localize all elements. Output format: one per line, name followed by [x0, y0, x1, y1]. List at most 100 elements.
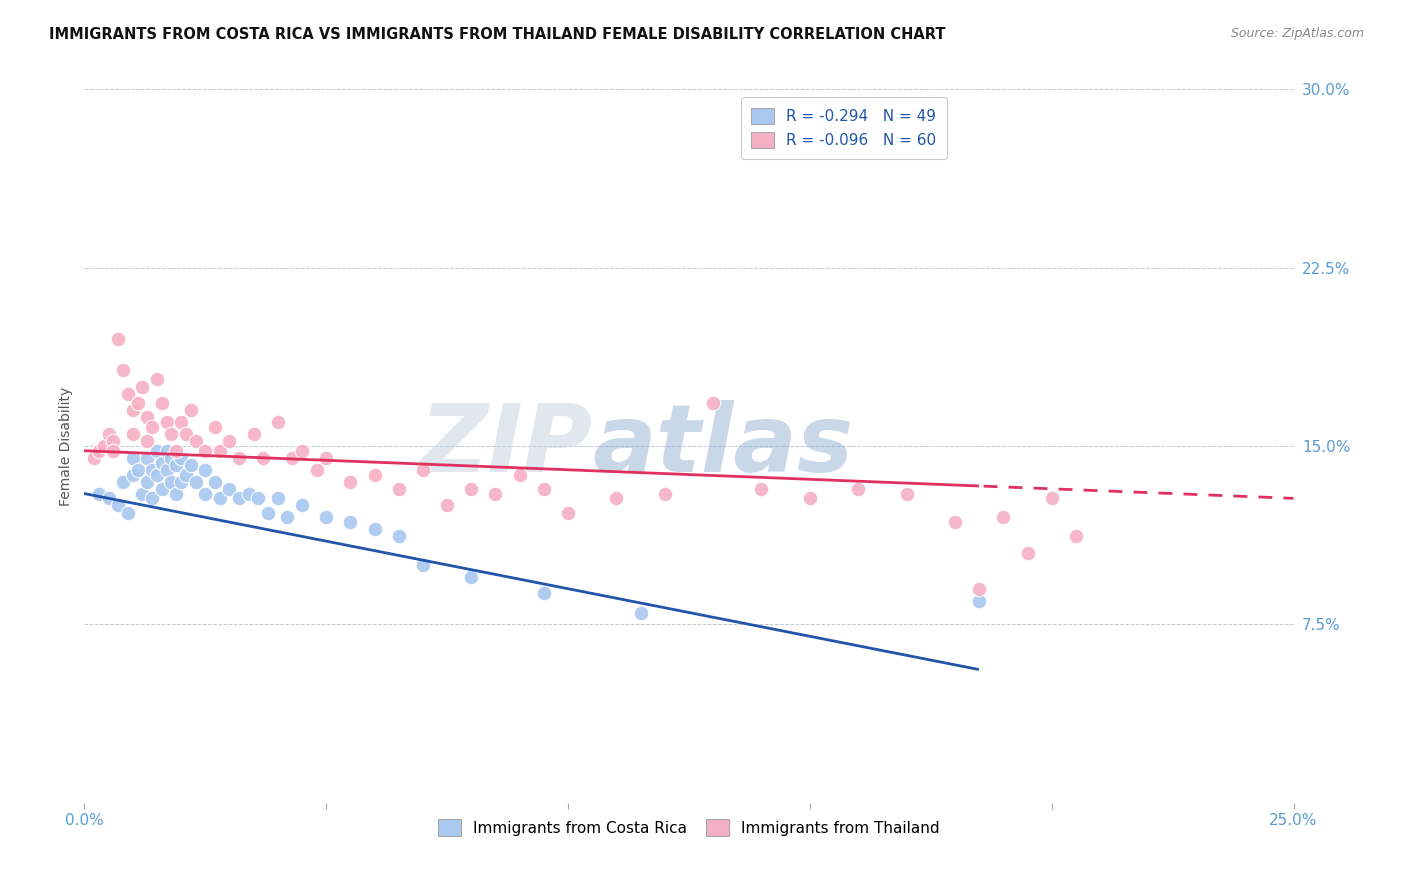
Point [194, 463, 217, 477]
Point [751, 482, 773, 496]
Point [146, 467, 169, 482]
Point [184, 434, 207, 449]
Point [204, 475, 226, 489]
Point [180, 403, 202, 417]
Point [170, 415, 193, 429]
Point [150, 482, 173, 496]
Point [1017, 546, 1039, 560]
Point [174, 467, 197, 482]
Point [194, 486, 217, 500]
Point [460, 482, 482, 496]
Point [267, 491, 290, 506]
Point [155, 443, 177, 458]
Point [993, 510, 1015, 524]
Point [267, 415, 290, 429]
Point [967, 582, 990, 596]
Point [121, 467, 143, 482]
Point [630, 606, 652, 620]
Point [1040, 491, 1063, 506]
Point [204, 420, 226, 434]
Point [165, 486, 187, 500]
Point [170, 450, 193, 465]
Point [150, 456, 173, 470]
Point [131, 379, 153, 393]
Point [155, 463, 177, 477]
Point [170, 475, 193, 489]
Point [208, 491, 231, 506]
Point [103, 443, 125, 458]
Point [97, 491, 120, 506]
Point [315, 510, 337, 524]
Point [117, 506, 139, 520]
Point [93, 439, 115, 453]
Point [83, 450, 105, 465]
Point [155, 415, 177, 429]
Point [160, 427, 183, 442]
Point [87, 486, 110, 500]
Point [107, 332, 129, 346]
Point [136, 450, 159, 465]
Point [257, 506, 280, 520]
Point [218, 434, 240, 449]
Point [136, 475, 159, 489]
Point [127, 396, 149, 410]
Point [165, 458, 187, 472]
Point [412, 558, 434, 572]
Point [605, 491, 627, 506]
Point [276, 510, 298, 524]
Point [87, 443, 110, 458]
Point [107, 499, 129, 513]
Point [127, 463, 149, 477]
Point [363, 467, 385, 482]
Point [136, 434, 159, 449]
Point [112, 475, 135, 489]
Point [150, 396, 173, 410]
Point [208, 443, 231, 458]
Point [702, 396, 724, 410]
Point [228, 491, 250, 506]
Point [146, 443, 169, 458]
Text: atlas: atlas [592, 400, 853, 492]
Point [121, 403, 143, 417]
Point [103, 434, 125, 449]
Point [117, 386, 139, 401]
Point [967, 593, 990, 607]
Point [160, 450, 183, 465]
Point [896, 486, 918, 500]
Point [943, 515, 966, 529]
Point [460, 570, 482, 584]
Point [339, 515, 361, 529]
Point [533, 586, 555, 600]
Point [228, 450, 250, 465]
Point [654, 486, 676, 500]
Point [412, 463, 434, 477]
Text: IMMIGRANTS FROM COSTA RICA VS IMMIGRANTS FROM THAILAND FEMALE DISABILITY CORRELA: IMMIGRANTS FROM COSTA RICA VS IMMIGRANTS… [49, 27, 946, 42]
Point [281, 450, 304, 465]
Point [388, 529, 411, 543]
Point [146, 372, 169, 386]
Point [252, 450, 274, 465]
Point [136, 410, 159, 425]
Point [238, 486, 260, 500]
Point [1064, 529, 1087, 543]
Point [97, 427, 120, 442]
Point [247, 491, 270, 506]
Point [194, 443, 217, 458]
Point [141, 463, 163, 477]
Y-axis label: Female Disability: Female Disability [59, 386, 73, 506]
Point [436, 499, 458, 513]
Point [160, 475, 183, 489]
Point [242, 427, 264, 442]
Point [799, 491, 821, 506]
Point [112, 363, 135, 377]
Text: Source: ZipAtlas.com: Source: ZipAtlas.com [1230, 27, 1364, 40]
Point [305, 463, 328, 477]
Point [557, 506, 579, 520]
Point [218, 482, 240, 496]
Point [121, 427, 143, 442]
Legend: Immigrants from Costa Rica, Immigrants from Thailand: Immigrants from Costa Rica, Immigrants f… [429, 810, 949, 845]
Point [141, 491, 163, 506]
Point [131, 486, 153, 500]
Point [533, 482, 555, 496]
Point [363, 522, 385, 536]
